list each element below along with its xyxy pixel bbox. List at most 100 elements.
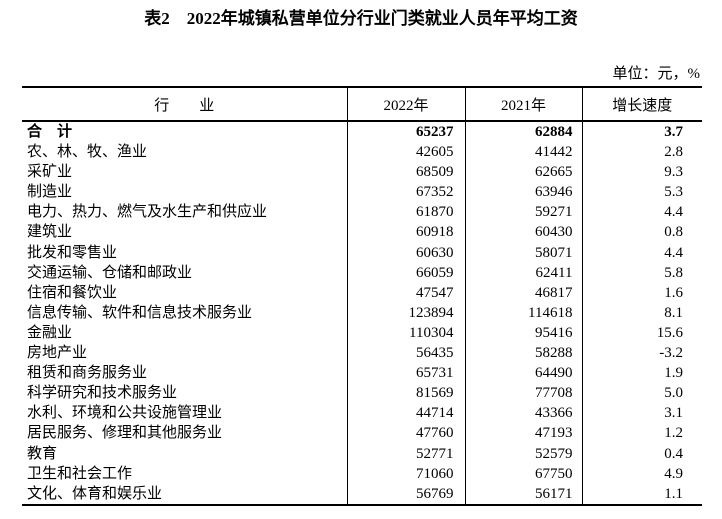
value-2022-cell: 56435	[346, 343, 465, 364]
value-2021-cell: 62884	[464, 121, 582, 143]
industry-cell: 教育	[27, 445, 58, 462]
industry-cell: 电力、热力、燃气及水生产和供应业	[27, 204, 268, 221]
table-row: 科学研究和技术服务业 81569 77708 5.0	[22, 383, 702, 404]
industry-cell: 科学研究和技术服务业	[27, 385, 178, 402]
value-2022-cell: 110304	[346, 322, 465, 344]
growth-cell: 5.0	[581, 383, 702, 404]
growth-cell: 15.6	[581, 322, 702, 344]
value-2022-cell: 60630	[346, 242, 465, 263]
growth-cell: 9.3	[581, 162, 702, 183]
value-2021-cell: 59271	[464, 202, 582, 223]
industry-cell: 农、林、牧、渔业	[27, 144, 148, 161]
value-2022-cell: 47547	[346, 282, 465, 303]
industry-cell: 文化、体育和娱乐业	[27, 485, 163, 502]
industry-cell: 水利、环境和公共设施管理业	[27, 405, 223, 422]
value-2021-cell: 58071	[464, 242, 582, 263]
value-2022-cell: 66059	[346, 262, 465, 283]
industry-cell: 金融业	[27, 324, 73, 341]
table-row: 合 计 65237 62884 3.7	[22, 121, 702, 143]
industry-cell: 制造业	[27, 184, 73, 201]
table-row: 住宿和餐饮业 47547 46817 1.6	[22, 282, 702, 303]
growth-cell: 5.8	[581, 262, 702, 283]
value-2021-cell: 114618	[464, 302, 582, 323]
growth-cell: 0.8	[581, 222, 702, 243]
col-header-industry: 行 业	[22, 87, 347, 122]
table-row: 居民服务、修理和其他服务业 47760 47193 1.2	[22, 423, 702, 444]
industry-cell: 租赁和商务服务业	[27, 365, 148, 382]
value-2022-cell: 52771	[346, 443, 465, 464]
industry-cell: 建筑业	[27, 224, 73, 241]
value-2021-cell: 77708	[464, 383, 582, 404]
value-2022-cell: 42605	[346, 142, 465, 163]
table-row: 卫生和社会工作 71060 67750 4.9	[22, 463, 702, 484]
industry-cell: 住宿和餐饮业	[27, 284, 118, 301]
value-2021-cell: 58288	[464, 343, 582, 364]
industry-cell: 居民服务、修理和其他服务业	[27, 425, 223, 442]
table-row: 采矿业 68509 62665 9.3	[22, 162, 702, 183]
value-2021-cell: 67750	[464, 463, 582, 484]
growth-cell: 3.1	[581, 403, 702, 424]
table-row: 交通运输、仓储和邮政业 66059 62411 5.8	[22, 262, 702, 283]
value-2021-cell: 63946	[464, 182, 582, 203]
value-2022-cell: 81569	[346, 383, 465, 404]
growth-cell: 4.4	[581, 242, 702, 263]
industry-cell: 房地产业	[27, 345, 88, 362]
value-2022-cell: 68509	[346, 162, 465, 183]
wage-table: 行 业 2022年 2021年 增长速度 合 计 65237 62884 3.7 农、林…	[22, 86, 702, 506]
value-2022-cell: 123894	[346, 302, 465, 323]
value-2022-cell: 71060	[346, 463, 465, 484]
industry-cell: 采矿业	[27, 164, 73, 181]
col-header-2021: 2021年	[464, 87, 582, 122]
growth-cell: 1.2	[581, 423, 702, 444]
table-header: 行 业 2022年 2021年 增长速度	[22, 87, 702, 122]
value-2021-cell: 43366	[464, 403, 582, 424]
value-2022-cell: 65237	[346, 121, 465, 143]
value-2021-cell: 62665	[464, 162, 582, 183]
growth-cell: 1.9	[581, 363, 702, 384]
value-2022-cell: 65731	[346, 363, 465, 384]
table-row: 建筑业 60918 60430 0.8	[22, 222, 702, 243]
value-2021-cell: 52579	[464, 443, 582, 464]
growth-cell: 8.1	[581, 302, 702, 323]
table-row: 水利、环境和公共设施管理业 44714 43366 3.1	[22, 403, 702, 424]
value-2021-cell: 62411	[464, 262, 582, 283]
table-row: 租赁和商务服务业 65731 64490 1.9	[22, 363, 702, 384]
growth-cell: 4.4	[581, 202, 702, 223]
value-2021-cell: 41442	[464, 142, 582, 163]
growth-cell: 3.7	[581, 121, 702, 143]
table-row: 农、林、牧、渔业 42605 41442 2.8	[22, 142, 702, 163]
col-header-growth: 增长速度	[581, 87, 702, 122]
value-2022-cell: 60918	[346, 222, 465, 243]
value-2021-cell: 46817	[464, 282, 582, 303]
table-row: 制造业 67352 63946 5.3	[22, 182, 702, 203]
table-row: 信息传输、软件和信息技术服务业 123894 114618 8.1	[22, 302, 702, 323]
table-row: 教育 52771 52579 0.4	[22, 443, 702, 464]
growth-cell: 1.1	[581, 483, 702, 505]
value-2021-cell: 47193	[464, 423, 582, 444]
growth-cell: -3.2	[581, 343, 702, 364]
industry-cell: 信息传输、软件和信息技术服务业	[27, 304, 253, 321]
table-row: 电力、热力、燃气及水生产和供应业 61870 59271 4.4	[22, 202, 702, 223]
value-2022-cell: 56769	[346, 483, 465, 505]
value-2021-cell: 64490	[464, 363, 582, 384]
table-row: 金融业 110304 95416 15.6	[22, 322, 702, 344]
growth-cell: 1.6	[581, 282, 702, 303]
growth-cell: 5.3	[581, 182, 702, 203]
table-body: 合 计 65237 62884 3.7 农、林、牧、渔业 42605 41442 2.8 采矿业…	[22, 121, 702, 505]
table-row: 批发和零售业 60630 58071 4.4	[22, 242, 702, 263]
value-2021-cell: 56171	[464, 483, 582, 505]
industry-cell: 合 计	[27, 124, 73, 140]
value-2022-cell: 61870	[346, 202, 465, 223]
col-header-2022: 2022年	[346, 87, 465, 122]
value-2022-cell: 44714	[346, 403, 465, 424]
table-row: 文化、体育和娱乐业 56769 56171 1.1	[22, 483, 702, 505]
table-row: 房地产业 56435 58288 -3.2	[22, 343, 702, 364]
industry-cell: 批发和零售业	[27, 244, 118, 261]
value-2022-cell: 47760	[346, 423, 465, 444]
industry-cell: 交通运输、仓储和邮政业	[27, 264, 193, 281]
industry-cell: 卫生和社会工作	[27, 465, 133, 482]
value-2021-cell: 95416	[464, 322, 582, 344]
growth-cell: 4.9	[581, 463, 702, 484]
unit-note: 单位：元，%	[612, 66, 701, 82]
page-title: 表2 2022年城镇私营单位分行业门类就业人员年平均工资	[144, 9, 578, 28]
